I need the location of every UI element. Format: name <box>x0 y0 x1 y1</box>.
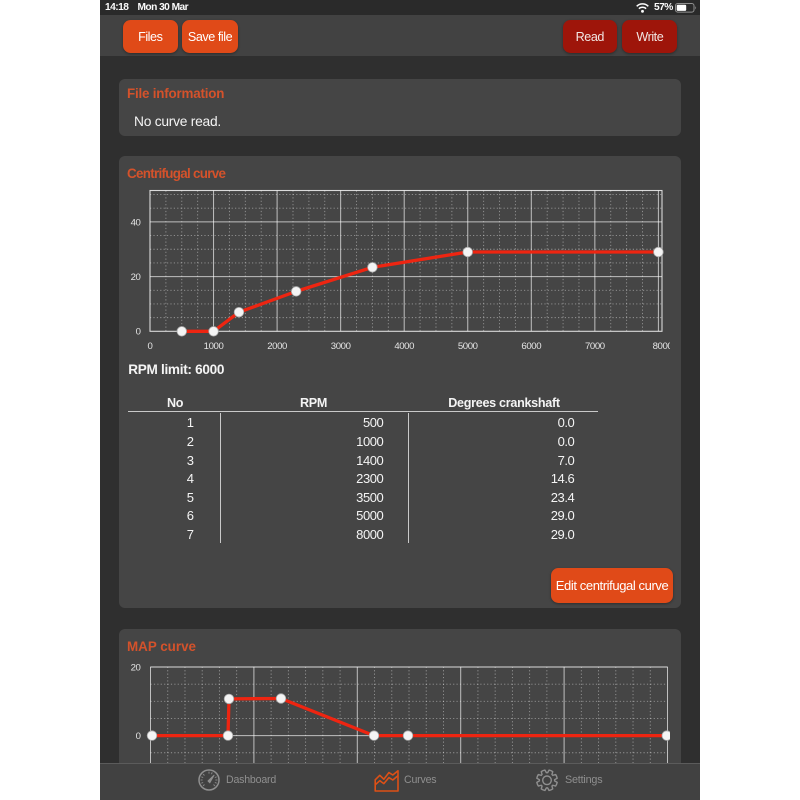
svg-text:0: 0 <box>136 327 141 338</box>
svg-text:40: 40 <box>131 217 141 228</box>
svg-text:7000: 7000 <box>585 341 605 352</box>
svg-text:1000: 1000 <box>204 341 224 352</box>
svg-text:8000: 8000 <box>653 341 670 352</box>
svg-text:0: 0 <box>136 731 141 742</box>
svg-text:4000: 4000 <box>394 341 414 352</box>
svg-text:2000: 2000 <box>267 341 287 352</box>
svg-text:3000: 3000 <box>331 341 351 352</box>
svg-text:20: 20 <box>131 662 141 673</box>
svg-text:0: 0 <box>148 341 153 352</box>
svg-text:20: 20 <box>131 272 141 283</box>
svg-text:6000: 6000 <box>521 341 541 352</box>
svg-text:5000: 5000 <box>458 341 478 352</box>
